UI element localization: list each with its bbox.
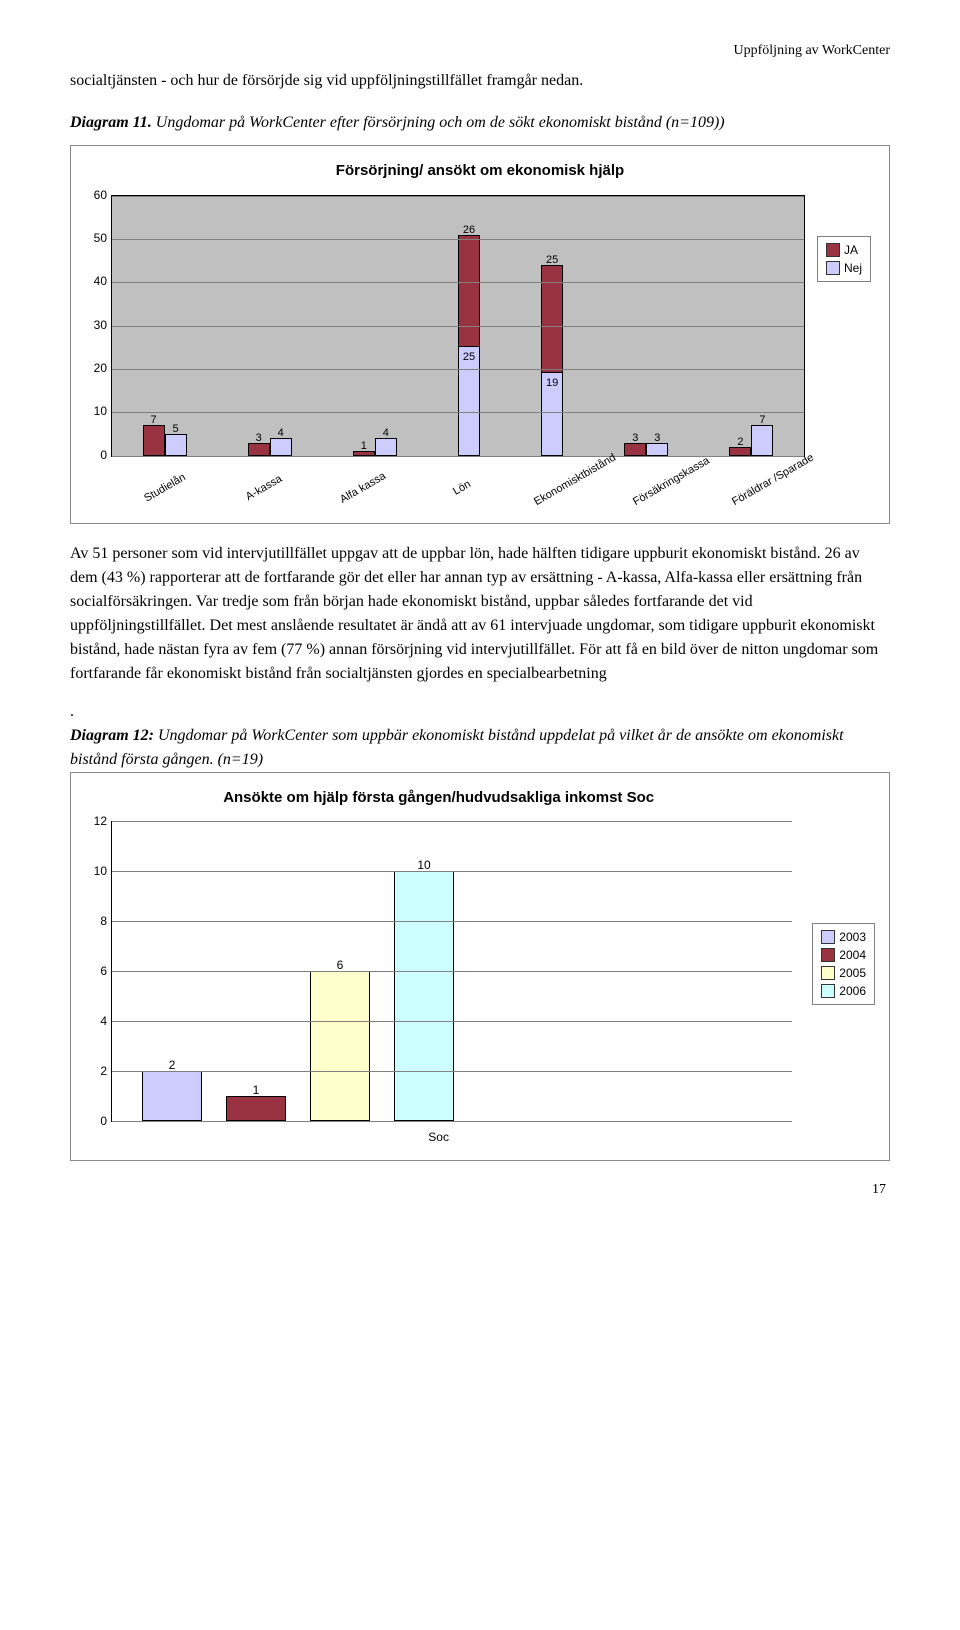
chart1-legend-item: JA — [826, 241, 862, 259]
chart2-legend-item: 2005 — [821, 964, 866, 982]
chart2-y-tick: 4 — [100, 1012, 107, 1030]
chart2-y-tick: 12 — [94, 812, 107, 830]
chart2-y-tick: 10 — [94, 862, 107, 880]
chart1-y-tick: 60 — [94, 186, 107, 204]
analysis-paragraph: Av 51 personer som vid intervjutillfälle… — [70, 542, 890, 686]
chart2-legend-item: 2006 — [821, 982, 866, 1000]
chart1-x-label: Alfa kassa — [333, 466, 399, 520]
chart1-value: 4 — [278, 425, 284, 442]
chart1-bar-group: 27 — [729, 425, 773, 455]
chart1-legend: JANej — [817, 236, 871, 282]
chart2-plot: 21610 — [111, 821, 792, 1122]
diagram12-rest: Ungdomar på WorkCenter som uppbär ekonom… — [70, 727, 844, 768]
chart2-title: Ansökte om hjälp första gången/hudvudsak… — [85, 787, 792, 810]
chart1-x-label: Ekonomisktbistånd — [531, 466, 597, 520]
chart1-y-tick: 40 — [94, 272, 107, 290]
chart1-bar-group: 2519 — [541, 265, 563, 456]
chart2-bar: 6 — [310, 971, 370, 1121]
chart1-x-label: Föräldrar /Sparade — [729, 466, 795, 520]
chart1-value: 19 — [546, 375, 558, 392]
diagram11-rest: Ungdomar på WorkCenter efter försörjning… — [156, 114, 725, 131]
chart1-value: 25 — [546, 252, 558, 269]
chart1-value: 1 — [361, 438, 367, 455]
chart2-bar: 2 — [142, 1071, 202, 1121]
chart2-bar: 10 — [394, 871, 454, 1121]
diagram11-prefix: Diagram 11. — [70, 114, 152, 131]
chart1-bar-group: 34 — [248, 438, 292, 455]
chart1-bar-group: 14 — [353, 438, 397, 455]
chart1-y-axis: 0102030405060 — [85, 195, 111, 455]
diagram11-label: Diagram 11. Ungdomar på WorkCenter efter… — [70, 111, 890, 135]
chart2-y-tick: 0 — [100, 1112, 107, 1130]
chart1-value: 3 — [632, 430, 638, 447]
chart1-bar-group: 2625 — [458, 235, 480, 456]
chart1-bar-group: 75 — [143, 425, 187, 455]
chart1-value: 2 — [737, 434, 743, 451]
chart1-value: 7 — [759, 412, 765, 429]
chart2-legend: 2003200420052006 — [812, 923, 875, 1005]
intro-text: socialtjänsten - och hur de försörjde si… — [70, 69, 890, 93]
chart1-y-tick: 20 — [94, 359, 107, 377]
chart2-y-tick: 6 — [100, 962, 107, 980]
chart1-legend-item: Nej — [826, 259, 862, 277]
chart2-bar: 1 — [226, 1096, 286, 1121]
chart1-y-tick: 10 — [94, 402, 107, 420]
chart1-x-label: Studielån — [135, 466, 201, 520]
chart1-title: Försörjning/ ansökt om ekonomisk hjälp — [85, 160, 875, 183]
period: . — [70, 700, 890, 724]
diagram12-label: Diagram 12: Ungdomar på WorkCenter som u… — [70, 724, 890, 772]
chart1-value: 3 — [654, 430, 660, 447]
chart1-x-label: Lön — [432, 466, 498, 520]
chart1-value: 25 — [463, 349, 475, 366]
chart1-value: 5 — [173, 421, 179, 438]
chart2-y-tick: 2 — [100, 1062, 107, 1080]
chart2-legend-item: 2004 — [821, 946, 866, 964]
chart2-x-label: Soc — [85, 1128, 792, 1146]
chart1-container: Försörjning/ ansökt om ekonomisk hjälp 0… — [70, 145, 890, 524]
chart2-value: 1 — [253, 1081, 260, 1099]
chart2-legend-item: 2003 — [821, 928, 866, 946]
chart1-x-label: A-kassa — [234, 466, 300, 520]
chart1-value: 3 — [256, 430, 262, 447]
chart2-y-axis: 024681012 — [85, 821, 111, 1121]
chart1-value: 26 — [463, 222, 475, 239]
chart2-container: Ansökte om hjälp första gången/hudvudsak… — [70, 772, 890, 1162]
chart1-y-tick: 30 — [94, 316, 107, 334]
chart1-value: 4 — [383, 425, 389, 442]
chart1-x-label: Försäkringskassa — [630, 466, 696, 520]
chart1-plot: 753414262525193327 — [111, 195, 805, 457]
page-header: Uppföljning av WorkCenter — [70, 40, 890, 61]
page-number: 17 — [70, 1179, 890, 1200]
chart1-bar-group: 33 — [624, 443, 668, 456]
chart2-y-tick: 8 — [100, 912, 107, 930]
chart1-y-tick: 0 — [100, 446, 107, 464]
chart1-y-tick: 50 — [94, 229, 107, 247]
chart1-value: 7 — [151, 412, 157, 429]
diagram12-prefix: Diagram 12: — [70, 727, 154, 744]
